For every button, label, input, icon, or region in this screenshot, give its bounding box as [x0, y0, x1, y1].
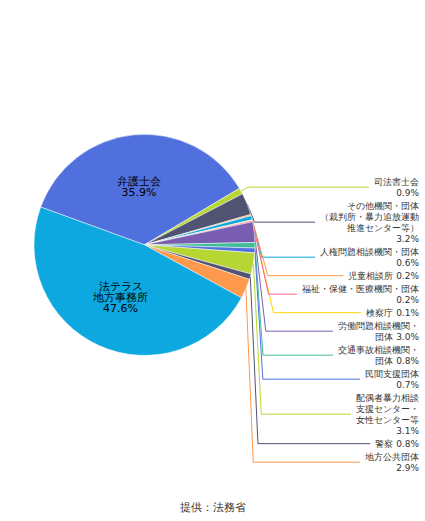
- svg-text:0.2%: 0.2%: [396, 295, 419, 305]
- svg-text:推進センター等）: 推進センター等）: [347, 223, 419, 233]
- svg-text:団体 3.0%: 団体 3.0%: [375, 332, 419, 342]
- svg-text:3.1%: 3.1%: [396, 426, 419, 436]
- svg-text:弁護士会: 弁護士会: [117, 174, 161, 188]
- svg-text:その他機関・団体: その他機関・団体: [347, 201, 419, 211]
- svg-text:女性センター等: 女性センター等: [356, 415, 419, 425]
- svg-text:人権問題相談機関・団体: 人権問題相談機関・団体: [320, 247, 419, 257]
- svg-text:3.2%: 3.2%: [396, 234, 419, 244]
- svg-text:35.9%: 35.9%: [122, 186, 157, 199]
- svg-text:検察庁 0.1%: 検察庁 0.1%: [366, 308, 419, 318]
- svg-text:地方公共団体: 地方公共団体: [364, 452, 419, 462]
- svg-text:2.9%: 2.9%: [396, 463, 419, 473]
- svg-text:法テラス: 法テラス: [98, 280, 143, 294]
- svg-text:団体 0.8%: 団体 0.8%: [375, 356, 419, 366]
- svg-text:0.9%: 0.9%: [396, 188, 419, 198]
- svg-text:警察 0.8%: 警察 0.8%: [375, 439, 419, 449]
- svg-text:交通事故相談機関・: 交通事故相談機関・: [338, 345, 419, 355]
- svg-text:47.6%: 47.6%: [103, 302, 138, 315]
- svg-text:民間支援団体: 民間支援団体: [365, 369, 419, 379]
- svg-text:司法書士会: 司法書士会: [374, 177, 419, 187]
- svg-text:0.6%: 0.6%: [396, 258, 419, 268]
- svg-text:支援センター・: 支援センター・: [356, 404, 419, 414]
- svg-text:児童相談所 0.2%: 児童相談所 0.2%: [348, 271, 419, 281]
- svg-text:提供：法務省: 提供：法務省: [180, 501, 246, 514]
- svg-text:福祉・保健・医療機関・団体: 福祉・保健・医療機関・団体: [302, 284, 419, 294]
- svg-text:配偶者暴力相談: 配偶者暴力相談: [356, 393, 419, 403]
- svg-text:地方事務所: 地方事務所: [93, 291, 148, 305]
- svg-text:（裁判所・暴力追放運動: （裁判所・暴力追放運動: [320, 212, 419, 222]
- svg-text:0.7%: 0.7%: [396, 380, 419, 390]
- svg-text:労働問題相談機関・: 労働問題相談機関・: [338, 321, 419, 331]
